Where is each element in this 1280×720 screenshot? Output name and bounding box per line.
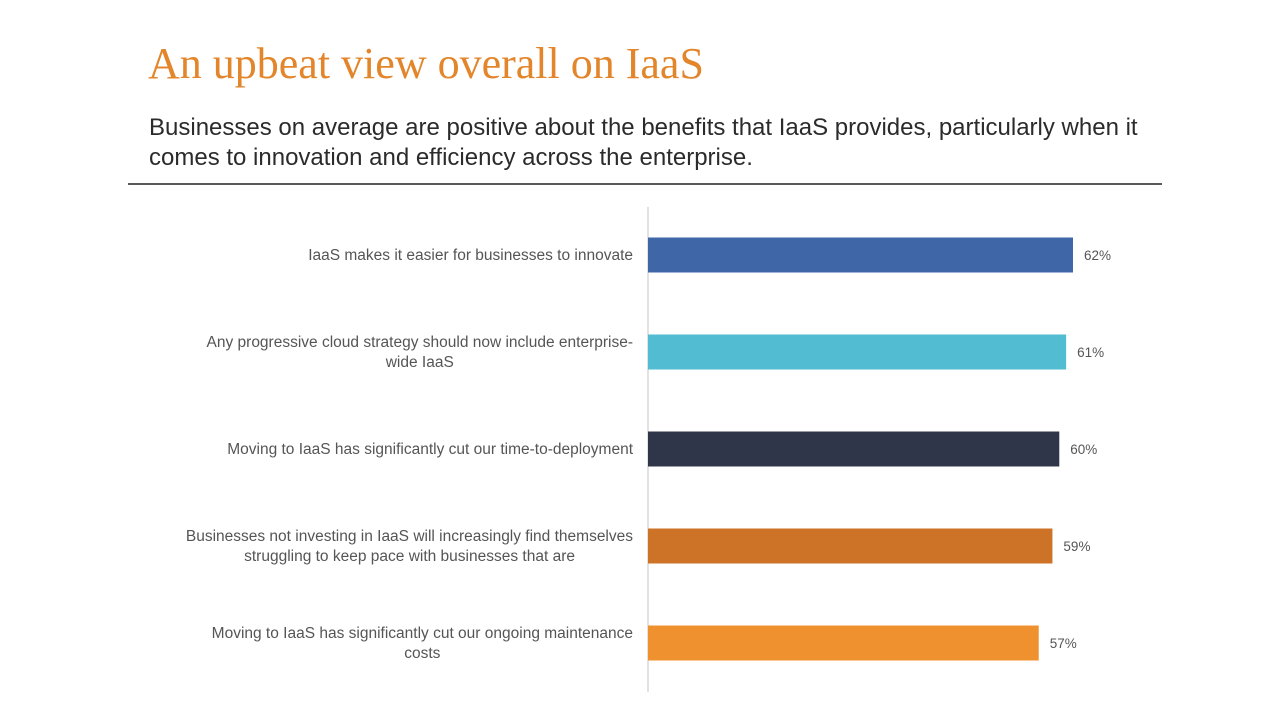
value-label-4: 59% (1063, 539, 1090, 554)
category-label-4-line-1: Businesses not investing in IaaS will in… (186, 528, 633, 545)
value-label-5: 57% (1050, 636, 1077, 651)
category-label-4-line-2: struggling to keep pace with businesses … (244, 548, 575, 565)
category-label-5-line-2: costs (404, 645, 440, 662)
subtitle-divider (128, 183, 1162, 185)
bar-1 (648, 237, 1073, 273)
bar-3 (648, 431, 1060, 467)
bar-5 (648, 625, 1039, 661)
category-label-1: IaaS makes it easier for businesses to i… (308, 247, 633, 264)
slide-subtitle: Businesses on average are positive about… (149, 114, 1138, 171)
bar-4 (648, 528, 1053, 564)
value-label-1: 62% (1084, 248, 1111, 263)
slide-title: An upbeat view overall on IaaS (148, 39, 704, 88)
category-label-5-line-1: Moving to IaaS has significantly cut our… (212, 625, 633, 642)
bar-2 (648, 334, 1067, 370)
category-label-3: Moving to IaaS has significantly cut our… (227, 441, 633, 458)
value-label-2: 61% (1077, 345, 1104, 360)
value-label-3: 60% (1070, 442, 1097, 457)
category-label-2-line-2: wide IaaS (385, 354, 454, 371)
category-label-2-line-1: Any progressive cloud strategy should no… (207, 334, 633, 351)
